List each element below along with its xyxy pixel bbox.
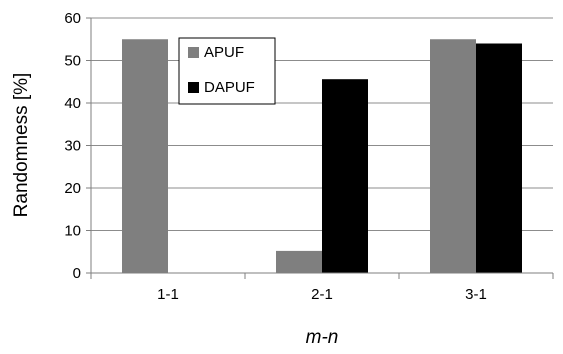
y-tick-label: 60	[64, 10, 81, 27]
x-tick-label: 2-1	[311, 286, 333, 303]
y-axis-title: Randomness [%]	[11, 73, 32, 218]
legend-swatch-dapuf	[188, 82, 199, 93]
bar-dapuf-2-1	[322, 79, 368, 273]
legend-label-apuf: APUF	[204, 44, 244, 61]
y-tick-label: 40	[64, 95, 81, 112]
y-tick-label: 0	[73, 265, 81, 282]
x-axis-title: m-n	[306, 327, 339, 348]
y-tick-label: 10	[64, 223, 81, 240]
bar-dapuf-3-1	[476, 43, 522, 273]
x-tick-label: 1-1	[157, 286, 179, 303]
x-tick-label: 3-1	[465, 286, 487, 303]
axes	[90, 18, 553, 274]
bar-apuf-3-1	[430, 39, 476, 273]
bar-apuf-1-1	[122, 39, 168, 273]
bar-series	[122, 39, 522, 273]
legend-swatch-apuf	[188, 47, 199, 58]
y-tick-labels: 0 10 20 30 40 50 60	[64, 10, 81, 282]
y-tick-label: 30	[64, 138, 81, 155]
x-tick-labels: 1-1 2-1 3-1	[157, 286, 487, 303]
y-tick-label: 20	[64, 180, 81, 197]
legend: APUF DAPUF	[178, 37, 276, 105]
bar-apuf-2-1	[276, 250, 322, 273]
y-tick-label: 50	[64, 53, 81, 70]
legend-label-dapuf: DAPUF	[204, 79, 255, 96]
